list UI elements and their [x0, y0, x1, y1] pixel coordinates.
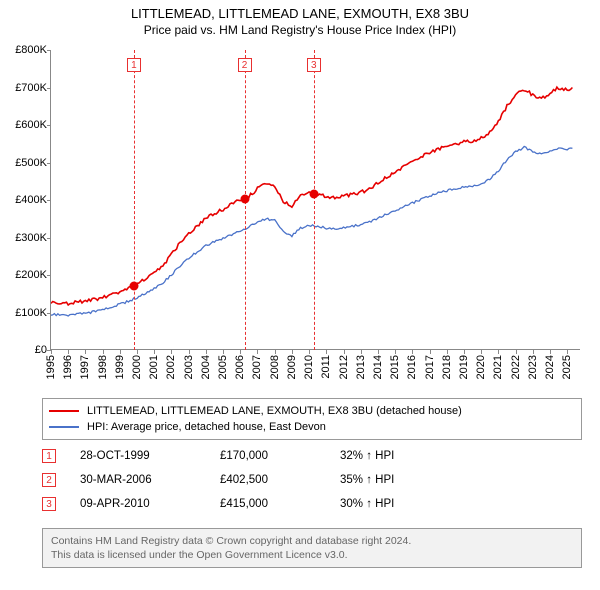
sale-marker-dot	[240, 195, 249, 204]
legend-label: HPI: Average price, detached house, East…	[87, 421, 326, 433]
sale-date: 09-APR-2010	[80, 498, 220, 510]
x-axis-tick-label: 2006	[234, 355, 246, 379]
chart-title: LITTLEMEAD, LITTLEMEAD LANE, EXMOUTH, EX…	[0, 6, 600, 21]
sale-row: 1 28-OCT-1999£170,00032% ↑ HPI	[42, 444, 582, 468]
sale-marker-line	[134, 50, 135, 350]
sale-price: £402,500	[220, 474, 340, 486]
x-axis-tick-label: 2019	[458, 355, 470, 379]
sale-marker-dot	[309, 190, 318, 199]
legend-swatch	[49, 426, 79, 428]
sale-number-badge: 1	[42, 449, 56, 463]
x-axis-tick-label: 1997	[79, 355, 91, 379]
x-axis-tick-label: 2021	[492, 355, 504, 379]
legend-item: HPI: Average price, detached house, East…	[49, 419, 575, 435]
y-axis-tick-label: £0	[3, 344, 47, 356]
x-axis-tick-label: 2020	[475, 355, 487, 379]
sale-number-badge: 2	[42, 473, 56, 487]
sale-date: 28-OCT-1999	[80, 450, 220, 462]
x-axis-tick-label: 2024	[544, 355, 556, 379]
legend-swatch	[49, 410, 79, 412]
chart-subtitle: Price paid vs. HM Land Registry's House …	[0, 23, 600, 37]
sale-marker-label: 3	[307, 58, 321, 72]
x-axis-tick-label: 2025	[561, 355, 573, 379]
sale-number-badge: 3	[42, 497, 56, 511]
x-axis-tick-label: 2012	[338, 355, 350, 379]
legend-item: LITTLEMEAD, LITTLEMEAD LANE, EXMOUTH, EX…	[49, 403, 575, 419]
sale-delta: 35% ↑ HPI	[340, 474, 582, 486]
y-axis-tick-label: £800K	[3, 44, 47, 56]
x-axis-tick-label: 2016	[406, 355, 418, 379]
sale-date: 30-MAR-2006	[80, 474, 220, 486]
y-axis-tick-label: £700K	[3, 82, 47, 94]
x-axis-tick-label: 2013	[355, 355, 367, 379]
x-axis-tick-label: 1995	[45, 355, 57, 379]
sale-marker-dot	[129, 282, 138, 291]
x-axis-tick-label: 2009	[286, 355, 298, 379]
y-axis-tick-label: £100K	[3, 307, 47, 319]
legend: LITTLEMEAD, LITTLEMEAD LANE, EXMOUTH, EX…	[42, 398, 582, 440]
x-axis-tick-label: 2022	[510, 355, 522, 379]
x-axis-tick-label: 1996	[62, 355, 74, 379]
x-axis-tick-label: 2015	[389, 355, 401, 379]
x-axis-tick-label: 2023	[527, 355, 539, 379]
sales-table: 1 28-OCT-1999£170,00032% ↑ HPI 2 30-MAR-200…	[42, 444, 582, 516]
sale-marker-label: 1	[127, 58, 141, 72]
attribution-line: This data is licensed under the Open Gov…	[51, 548, 573, 562]
x-axis-tick-label: 2014	[372, 355, 384, 379]
sale-price: £170,000	[220, 450, 340, 462]
x-axis-tick-label: 2003	[183, 355, 195, 379]
x-axis-tick-label: 1999	[114, 355, 126, 379]
sale-row: 3 09-APR-2010£415,00030% ↑ HPI	[42, 492, 582, 516]
sale-marker-label: 2	[238, 58, 252, 72]
y-axis-tick-label: £200K	[3, 269, 47, 281]
x-axis-tick-label: 2008	[269, 355, 281, 379]
series-line	[51, 146, 572, 316]
y-axis-tick-label: £400K	[3, 194, 47, 206]
legend-label: LITTLEMEAD, LITTLEMEAD LANE, EXMOUTH, EX…	[87, 405, 462, 417]
chart: £0£100K£200K£300K£400K£500K£600K£700K£80…	[50, 50, 580, 350]
x-axis-tick-label: 2010	[303, 355, 315, 379]
y-axis-tick-label: £600K	[3, 119, 47, 131]
chart-lines	[51, 50, 581, 350]
sale-delta: 32% ↑ HPI	[340, 450, 582, 462]
plot-area: £0£100K£200K£300K£400K£500K£600K£700K£80…	[50, 50, 580, 350]
sale-price: £415,000	[220, 498, 340, 510]
x-axis-tick-label: 2011	[320, 355, 332, 379]
x-axis-tick-label: 2004	[200, 355, 212, 379]
y-axis-tick-label: £300K	[3, 232, 47, 244]
x-axis-tick-label: 2017	[424, 355, 436, 379]
x-axis-tick-label: 2001	[148, 355, 160, 379]
sale-row: 2 30-MAR-2006£402,50035% ↑ HPI	[42, 468, 582, 492]
sale-marker-line	[314, 50, 315, 350]
y-axis-tick-label: £500K	[3, 157, 47, 169]
x-axis-tick-label: 2007	[251, 355, 263, 379]
x-axis-tick-label: 2000	[131, 355, 143, 379]
x-axis-tick-label: 2005	[217, 355, 229, 379]
x-axis-tick-label: 1998	[97, 355, 109, 379]
attribution-line: Contains HM Land Registry data © Crown c…	[51, 534, 573, 548]
x-axis-tick-label: 2018	[441, 355, 453, 379]
sale-delta: 30% ↑ HPI	[340, 498, 582, 510]
x-axis-tick-label: 2002	[165, 355, 177, 379]
attribution: Contains HM Land Registry data © Crown c…	[42, 528, 582, 568]
